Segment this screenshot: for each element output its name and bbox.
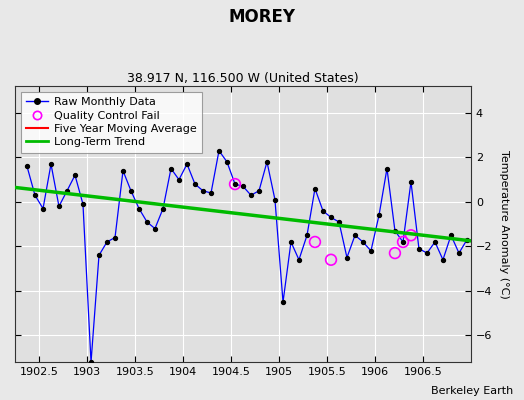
Point: [207, 190, 215, 196]
Point: [87, 359, 95, 365]
Point: [375, 212, 383, 218]
Point: [303, 232, 311, 238]
Point: [175, 176, 183, 183]
Point: [231, 181, 239, 187]
Point: [343, 254, 351, 261]
Legend: Raw Monthly Data, Quality Control Fail, Five Year Moving Average, Long-Term Tren: Raw Monthly Data, Quality Control Fail, …: [20, 92, 202, 153]
Point: [311, 185, 319, 192]
Point: [415, 246, 423, 252]
Point: [183, 161, 191, 167]
Point: [159, 205, 167, 212]
Point: [407, 232, 415, 238]
Point: [359, 239, 367, 245]
Point: [71, 172, 79, 178]
Point: [127, 188, 135, 194]
Point: [95, 252, 103, 258]
Point: [79, 201, 87, 207]
Point: [271, 196, 279, 203]
Point: [311, 239, 319, 245]
Point: [255, 188, 263, 194]
Point: [287, 239, 295, 245]
Point: [383, 165, 391, 172]
Point: [103, 239, 111, 245]
Point: [39, 205, 47, 212]
Point: [31, 192, 39, 198]
Point: [199, 188, 207, 194]
Point: [407, 179, 415, 185]
Point: [247, 192, 255, 198]
Point: [327, 214, 335, 221]
Point: [215, 148, 223, 154]
Point: [295, 256, 303, 263]
Point: [431, 239, 439, 245]
Text: Berkeley Earth: Berkeley Earth: [431, 386, 514, 396]
Y-axis label: Temperature Anomaly (°C): Temperature Anomaly (°C): [499, 150, 509, 298]
Text: MOREY: MOREY: [228, 8, 296, 26]
Point: [447, 232, 455, 238]
Point: [439, 256, 447, 263]
Point: [367, 248, 375, 254]
Point: [191, 181, 199, 187]
Point: [111, 234, 119, 241]
Point: [263, 159, 271, 165]
Point: [63, 188, 71, 194]
Point: [223, 159, 231, 165]
Point: [151, 226, 159, 232]
Point: [279, 299, 287, 305]
Point: [455, 250, 463, 256]
Point: [47, 161, 55, 167]
Title: 38.917 N, 116.500 W (United States): 38.917 N, 116.500 W (United States): [127, 72, 359, 85]
Point: [335, 219, 343, 225]
Point: [463, 236, 471, 243]
Point: [239, 183, 247, 190]
Point: [231, 181, 239, 187]
Point: [423, 250, 431, 256]
Point: [55, 203, 63, 210]
Point: [119, 168, 127, 174]
Point: [399, 239, 407, 245]
Point: [167, 165, 175, 172]
Point: [143, 219, 151, 225]
Point: [351, 232, 359, 238]
Point: [23, 163, 31, 170]
Point: [391, 228, 399, 234]
Point: [399, 239, 407, 245]
Point: [319, 208, 327, 214]
Point: [327, 256, 335, 263]
Point: [135, 205, 143, 212]
Point: [391, 250, 399, 256]
